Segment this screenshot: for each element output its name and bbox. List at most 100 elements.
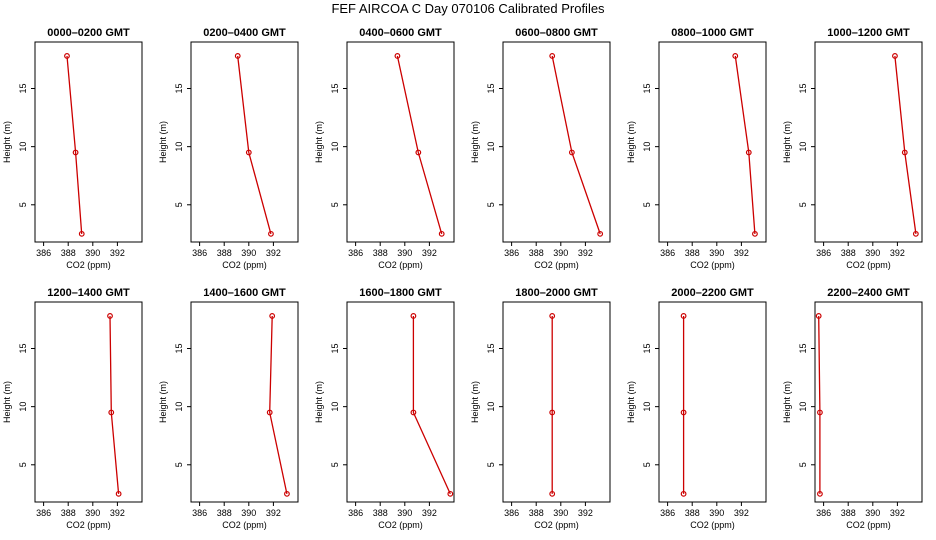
x-tick-label: 390: [85, 248, 100, 258]
data-point: [549, 313, 556, 319]
x-tick-label: 386: [36, 248, 51, 258]
data-point: [680, 490, 687, 497]
y-tick-label: 15: [174, 344, 184, 354]
panel-title-9: 1800–2000 GMT: [515, 287, 598, 299]
y-axis-label-5: Height (m): [782, 121, 792, 163]
data-point: [269, 313, 276, 319]
y-tick-label: 5: [330, 202, 340, 207]
data-point: [266, 409, 273, 416]
data-point: [410, 409, 417, 416]
plot-frame-2: [346, 41, 455, 243]
x-tick-label: 392: [266, 508, 281, 518]
data-point: [72, 149, 79, 156]
x-tick-label: 392: [578, 248, 593, 258]
data-point: [912, 230, 919, 237]
y-axis-label-0: Height (m): [2, 121, 12, 163]
x-tick-label: 390: [397, 508, 412, 518]
x-tick-label: 388: [217, 248, 232, 258]
y-axis-label-11: Height (m): [782, 381, 792, 423]
data-point: [234, 53, 241, 59]
x-axis-label-7: CO2 (ppm): [222, 520, 267, 530]
panel-title-5: 1000–1200 GMT: [827, 27, 910, 39]
x-axis-label-10: CO2 (ppm): [690, 520, 735, 530]
profile-line-7: [269, 315, 288, 495]
y-tick-label: 5: [486, 202, 496, 207]
x-tick-label: 392: [734, 508, 749, 518]
profile-line-5: [894, 55, 917, 234]
panel-title-11: 2200–2400 GMT: [827, 287, 910, 299]
x-axis-label-1: CO2 (ppm): [222, 260, 267, 270]
y-axis-label-9: Height (m): [470, 381, 480, 423]
x-tick-label: 392: [734, 248, 749, 258]
x-tick-label: 392: [890, 508, 905, 518]
data-point: [107, 313, 113, 319]
x-tick-label: 386: [504, 248, 519, 258]
x-axis-label-2: CO2 (ppm): [378, 260, 423, 270]
y-tick-label: 10: [486, 142, 496, 152]
y-tick-label: 5: [174, 462, 184, 467]
panel-title-10: 2000–2200 GMT: [671, 287, 754, 299]
y-tick-label: 15: [798, 84, 808, 94]
plot-frame-4: [658, 41, 767, 243]
y-axis-label-7: Height (m): [158, 381, 168, 423]
plot-frame-1: [190, 41, 299, 243]
x-tick-label: 388: [529, 508, 544, 518]
x-tick-label: 388: [217, 508, 232, 518]
figure-title: FEF AIRCOA C Day 070106 Calibrated Profi…: [331, 1, 605, 16]
data-point: [415, 149, 422, 156]
plot-frame-9: [502, 301, 611, 503]
plot-frame-6: [34, 301, 143, 503]
x-axis-label-3: CO2 (ppm): [534, 260, 579, 270]
y-tick-label: 15: [486, 344, 496, 354]
y-tick-label: 10: [330, 142, 340, 152]
data-point: [447, 490, 454, 497]
data-point: [78, 230, 85, 237]
x-tick-label: 386: [816, 248, 831, 258]
x-tick-label: 390: [241, 508, 256, 518]
y-tick-label: 15: [798, 344, 808, 354]
y-tick-label: 5: [330, 462, 340, 467]
x-tick-label: 388: [841, 248, 856, 258]
x-tick-label: 388: [61, 508, 76, 518]
y-tick-label: 10: [330, 402, 340, 412]
x-tick-label: 390: [709, 508, 724, 518]
data-point: [817, 490, 823, 497]
y-tick-label: 10: [642, 142, 652, 152]
profile-line-6: [109, 315, 120, 494]
x-tick-label: 390: [241, 248, 256, 258]
x-tick-label: 386: [36, 508, 51, 518]
data-point: [245, 149, 252, 156]
y-tick-label: 5: [798, 462, 808, 467]
y-tick-label: 5: [486, 462, 496, 467]
y-tick-label: 5: [642, 462, 652, 467]
y-axis-label-2: Height (m): [314, 121, 324, 163]
panel-title-2: 0400–0600 GMT: [359, 27, 442, 39]
x-axis-label-8: CO2 (ppm): [378, 520, 423, 530]
y-tick-label: 10: [18, 402, 28, 412]
x-tick-label: 390: [553, 508, 568, 518]
panel-title-8: 1600–1800 GMT: [359, 287, 442, 299]
y-tick-label: 5: [174, 202, 184, 207]
x-tick-label: 388: [841, 508, 856, 518]
x-axis-label-4: CO2 (ppm): [690, 260, 735, 270]
plot-frame-11: [814, 301, 923, 503]
x-tick-label: 392: [266, 248, 281, 258]
profile-line-11: [818, 315, 821, 494]
x-tick-label: 390: [865, 508, 880, 518]
panel-title-4: 0800–1000 GMT: [671, 27, 754, 39]
panel-title-3: 0600–0800 GMT: [515, 27, 598, 39]
profile-line-1: [237, 55, 272, 235]
y-tick-label: 10: [798, 402, 808, 412]
data-point: [394, 53, 401, 59]
y-axis-label-8: Height (m): [314, 381, 324, 423]
profile-line-8: [412, 316, 451, 495]
x-tick-label: 386: [660, 248, 675, 258]
y-tick-label: 5: [642, 202, 652, 207]
y-tick-label: 5: [18, 202, 28, 207]
y-tick-label: 10: [18, 142, 28, 152]
x-tick-label: 386: [660, 508, 675, 518]
data-point: [438, 230, 445, 237]
plot-frame-5: [814, 41, 923, 243]
x-tick-label: 390: [553, 248, 568, 258]
